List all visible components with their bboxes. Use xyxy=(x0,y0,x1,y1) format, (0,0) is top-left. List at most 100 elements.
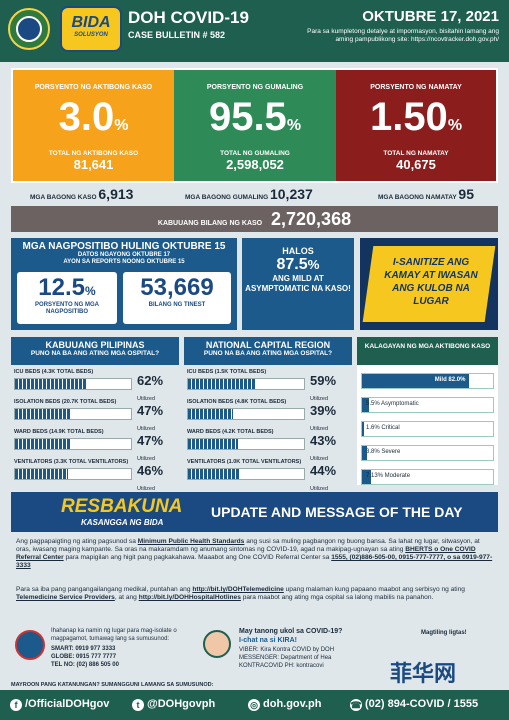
bed-label: WARD BEDS (14.9K TOTAL BEDS) xyxy=(14,429,104,435)
globe-icon: ◎ xyxy=(248,699,260,711)
tel-number: TEL NO: (02) 886 505 00 xyxy=(51,662,119,668)
tested-card: 53,669 BILANG NG TINEST xyxy=(123,272,231,324)
total-cases-label: KABUUANG BILANG NG KASO xyxy=(157,220,263,227)
telemedicine-link[interactable]: http://bit.ly/DOHTelemedicine xyxy=(192,586,284,593)
bed-label: VENTILATORS (1.0K TOTAL VENTILATORS) xyxy=(187,459,302,465)
new-deaths: MGA BAGONG NAMATAY 95 xyxy=(378,186,474,202)
ncr-title: NATIONAL CAPITAL REGION xyxy=(205,340,331,350)
severity-bar: 5.5% Asymptomatic xyxy=(361,397,494,413)
bed-label: VENTILATORS (3.3K TOTAL VENTILATORS) xyxy=(14,459,129,465)
kontracovid-contact: KONTRACOVID PH: kontracovi xyxy=(239,663,324,669)
telemedicine-providers-link[interactable]: Telemedicine Service Providers xyxy=(16,594,115,601)
resbakuna-banner: RESBAKUNA KASANGGA NG BIDA UPDATE AND ME… xyxy=(11,492,498,532)
bed-utilization-bar xyxy=(14,438,132,450)
bed-utilization-pct: 62% Utilized xyxy=(137,373,164,402)
deaths-pct: 1.50% xyxy=(369,95,463,139)
active-total-label: TOTAL NG AKTIBONG KASO xyxy=(48,150,139,157)
severity-title: KALAGAYAN NG MGA AKTIBONG KASO xyxy=(357,337,498,365)
positivity-title: MGA NAGPOSITIBO HULING OKTUBRE 15 xyxy=(22,241,226,252)
bed-utilization-bar xyxy=(187,438,305,450)
deaths-total: 40,675 xyxy=(396,157,436,172)
phone-icon: ☎ xyxy=(350,699,362,711)
sanitize-banner: I-SANITIZE ANG KAMAY AT IWASAN ANG KULOB… xyxy=(360,238,498,330)
hotline: ☎ (02) 894-COVID / 1555 xyxy=(350,698,479,711)
bed-utilization-pct: 59% Utilized xyxy=(310,373,337,402)
facebook-link[interactable]: f/OfficialDOHgov xyxy=(10,698,109,711)
active-label: PORSYENTO NG AKTIBONG KASO xyxy=(34,84,153,91)
contact-section: Ihahanap ka namin ng lugar para mag-isol… xyxy=(11,624,498,678)
positivity-sub2: AYON SA REPORTS NOONG OKTUBRE 15 xyxy=(63,259,185,265)
bed-label: ISOLATION BEDS (4.8K TOTAL BEDS) xyxy=(187,399,287,405)
bulletin-number: CASE BULLETIN # 582 xyxy=(128,30,226,40)
message-paragraph-2: Para sa iba pang pangangailangang medika… xyxy=(16,586,465,601)
facebook-icon: f xyxy=(10,699,22,711)
bed-label: ICU BEDS (1.5K TOTAL BEDS) xyxy=(187,369,267,375)
kira-avatar xyxy=(203,630,231,658)
recovered-total-label: TOTAL NG GUMALING xyxy=(220,150,290,157)
bed-row: ICU BEDS (4.3K TOTAL BEDS) 62% Utilized xyxy=(11,367,179,402)
total-cases-bar: KABUUANG BILANG NG KASO 2,720,368 xyxy=(11,206,498,232)
case-severity-panel: KALAGAYAN NG MGA AKTIBONG KASO Mild 82.0… xyxy=(357,337,498,485)
bed-utilization-fill xyxy=(15,409,70,419)
bed-utilization-pct: 43% Utilized xyxy=(310,433,337,462)
severity-fill xyxy=(362,422,365,436)
recovered-card: PORSYENTO NG GUMALING 95.5% TOTAL NG GUM… xyxy=(174,70,336,181)
bed-utilization-bar xyxy=(14,378,132,390)
severity-bar: 7.13% Moderate xyxy=(361,469,494,485)
bed-utilization-fill xyxy=(188,409,234,419)
update-heading: UPDATE AND MESSAGE OF THE DAY xyxy=(211,504,463,520)
bida-solusyon-logo: BIDA SOLUSYON xyxy=(60,6,122,52)
philippines-hospital-panel: KABUUANG PILIPINAS PUNO NA BA ANG ATING … xyxy=(11,337,179,492)
header: BIDA SOLUSYON DOH COVID-19 CASE BULLETIN… xyxy=(0,0,509,62)
bed-utilization-pct: 47% Utilized xyxy=(137,433,164,462)
bed-row: WARD BEDS (14.9K TOTAL BEDS) 47% Utilized xyxy=(11,427,179,462)
severity-fill xyxy=(362,470,372,484)
bed-label: WARD BEDS (4.2K TOTAL BEDS) xyxy=(187,429,274,435)
twitter-link[interactable]: t @DOHgovph xyxy=(132,698,215,711)
total-cases-value: 2,720,368 xyxy=(271,209,352,229)
twitter-icon: t xyxy=(132,699,144,711)
hotline-numbers: 1555, (02)886-505-00, 0915-777-7777, o s… xyxy=(16,554,493,569)
bed-utilization-pct: 39% Utilized xyxy=(310,403,337,432)
severity-label: 5.5% Asymptomatic xyxy=(366,401,419,407)
mild-asymptomatic-panel: HALOS 87.5% ANG MILD AT ASYMPTOMATIC NA … xyxy=(242,238,354,330)
messenger-contact: MESSENGER: Department of Hea xyxy=(239,655,332,661)
viber-contact: VIBER: Kira Kontra COVID by DOH xyxy=(239,647,335,653)
doh-seal-logo xyxy=(8,8,50,50)
severity-fill xyxy=(362,374,470,388)
watermark: 菲华网 xyxy=(390,662,457,687)
severity-label: 1.6% Critical xyxy=(366,425,400,431)
severity-fill xyxy=(362,446,367,460)
mild-asymptomatic-pct: 87.5% xyxy=(276,256,320,273)
ncr-subtitle: PUNO NA BA ANG ATING MGA OSPITAL? xyxy=(203,350,333,357)
severity-bar: 3.8% Severe xyxy=(361,445,494,461)
mphs-link[interactable]: Minimum Public Health Standards xyxy=(137,538,245,545)
positivity-panel: MGA NAGPOSITIBO HULING OKTUBRE 15 DATOS … xyxy=(11,238,237,330)
bherts-link[interactable]: BHERTS o One COVID Referral Center xyxy=(16,546,476,561)
bed-utilization-pct: 47% Utilized xyxy=(137,403,164,432)
recovered-label: PORSYENTO NG GUMALING xyxy=(206,84,304,91)
case-stats: PORSYENTO NG AKTIBONG KASO 3.0% TOTAL NG… xyxy=(11,68,498,183)
severity-label: 7.13% Moderate xyxy=(366,473,411,479)
severity-label: 3.8% Severe xyxy=(366,449,401,455)
globe-number: GLOBE: 0915 777 7777 xyxy=(51,654,117,660)
bulletin-date: OKTUBRE 17, 2021 xyxy=(362,8,499,25)
positivity-sub1: DATOS NGAYONG OKTUBRE 17 xyxy=(77,252,171,258)
active-pct: 3.0% xyxy=(58,95,129,139)
bed-utilization-fill xyxy=(188,379,257,389)
footer: f/OfficialDOHgov t @DOHgovph ◎ doh.gov.ph … xyxy=(0,690,509,720)
referral-center-icon xyxy=(15,630,45,660)
bed-row: ISOLATION BEDS (4.8K TOTAL BEDS) 39% Util… xyxy=(184,397,352,432)
smart-number: SMART: 0919 977 3333 xyxy=(51,646,116,652)
website-link[interactable]: ◎ doh.gov.ph xyxy=(248,698,321,711)
bed-label: ICU BEDS (4.3K TOTAL BEDS) xyxy=(14,369,94,375)
hospital-hotlines-link[interactable]: http://bit.ly/DOHHospitalHotlines xyxy=(138,594,241,601)
resbakuna-logo: RESBAKUNA xyxy=(61,496,183,517)
page-title: DOH COVID-19 xyxy=(128,8,249,27)
deaths-card: PORSYENTO NG NAMATAY 1.50% TOTAL NG NAMA… xyxy=(336,70,496,181)
recovered-total: 2,598,052 xyxy=(226,157,284,172)
bed-utilization-pct: 44% Utilized xyxy=(310,463,337,492)
bed-row: VENTILATORS (3.3K TOTAL VENTILATORS) 46% … xyxy=(11,457,179,492)
severity-label: Mild 82.0% xyxy=(434,377,466,383)
philippines-subtitle: PUNO NA BA ANG ATING MGA OSPITAL? xyxy=(30,350,160,357)
